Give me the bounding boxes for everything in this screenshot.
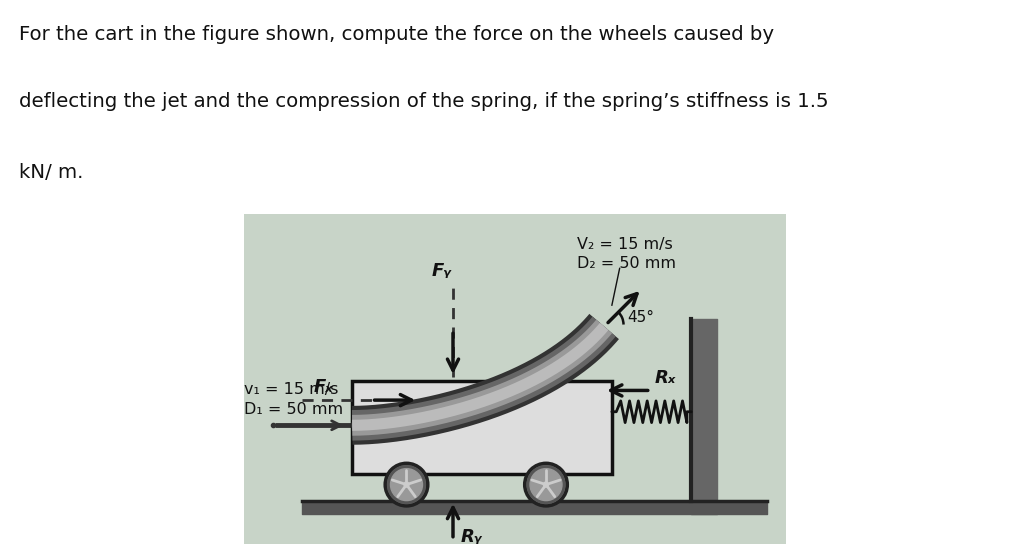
Text: v₁ = 15 m/s: v₁ = 15 m/s — [244, 382, 338, 397]
Text: D₂ = 50 mm: D₂ = 50 mm — [577, 256, 676, 271]
Circle shape — [387, 466, 425, 503]
Circle shape — [390, 469, 422, 501]
Text: 45°: 45° — [627, 310, 654, 325]
Text: Rₓ: Rₓ — [654, 369, 676, 386]
Text: kN/ m.: kN/ m. — [19, 163, 82, 182]
Text: Fₓ: Fₓ — [313, 378, 333, 396]
Circle shape — [352, 421, 360, 429]
Circle shape — [524, 463, 568, 506]
Text: D₁ = 50 mm: D₁ = 50 mm — [244, 402, 343, 417]
Text: deflecting the jet and the compression of the spring, if the spring’s stiffness : deflecting the jet and the compression o… — [19, 92, 828, 111]
Circle shape — [385, 463, 427, 506]
Text: Fᵧ: Fᵧ — [432, 262, 452, 280]
Text: For the cart in the figure shown, compute the force on the wheels caused by: For the cart in the figure shown, comput… — [19, 25, 774, 44]
Circle shape — [527, 466, 564, 503]
Circle shape — [530, 469, 562, 501]
Circle shape — [404, 482, 409, 487]
Circle shape — [544, 482, 549, 487]
Bar — [352, 381, 612, 474]
Text: Rᵧ: Rᵧ — [460, 528, 482, 546]
Text: V₂ = 15 m/s: V₂ = 15 m/s — [577, 237, 673, 252]
